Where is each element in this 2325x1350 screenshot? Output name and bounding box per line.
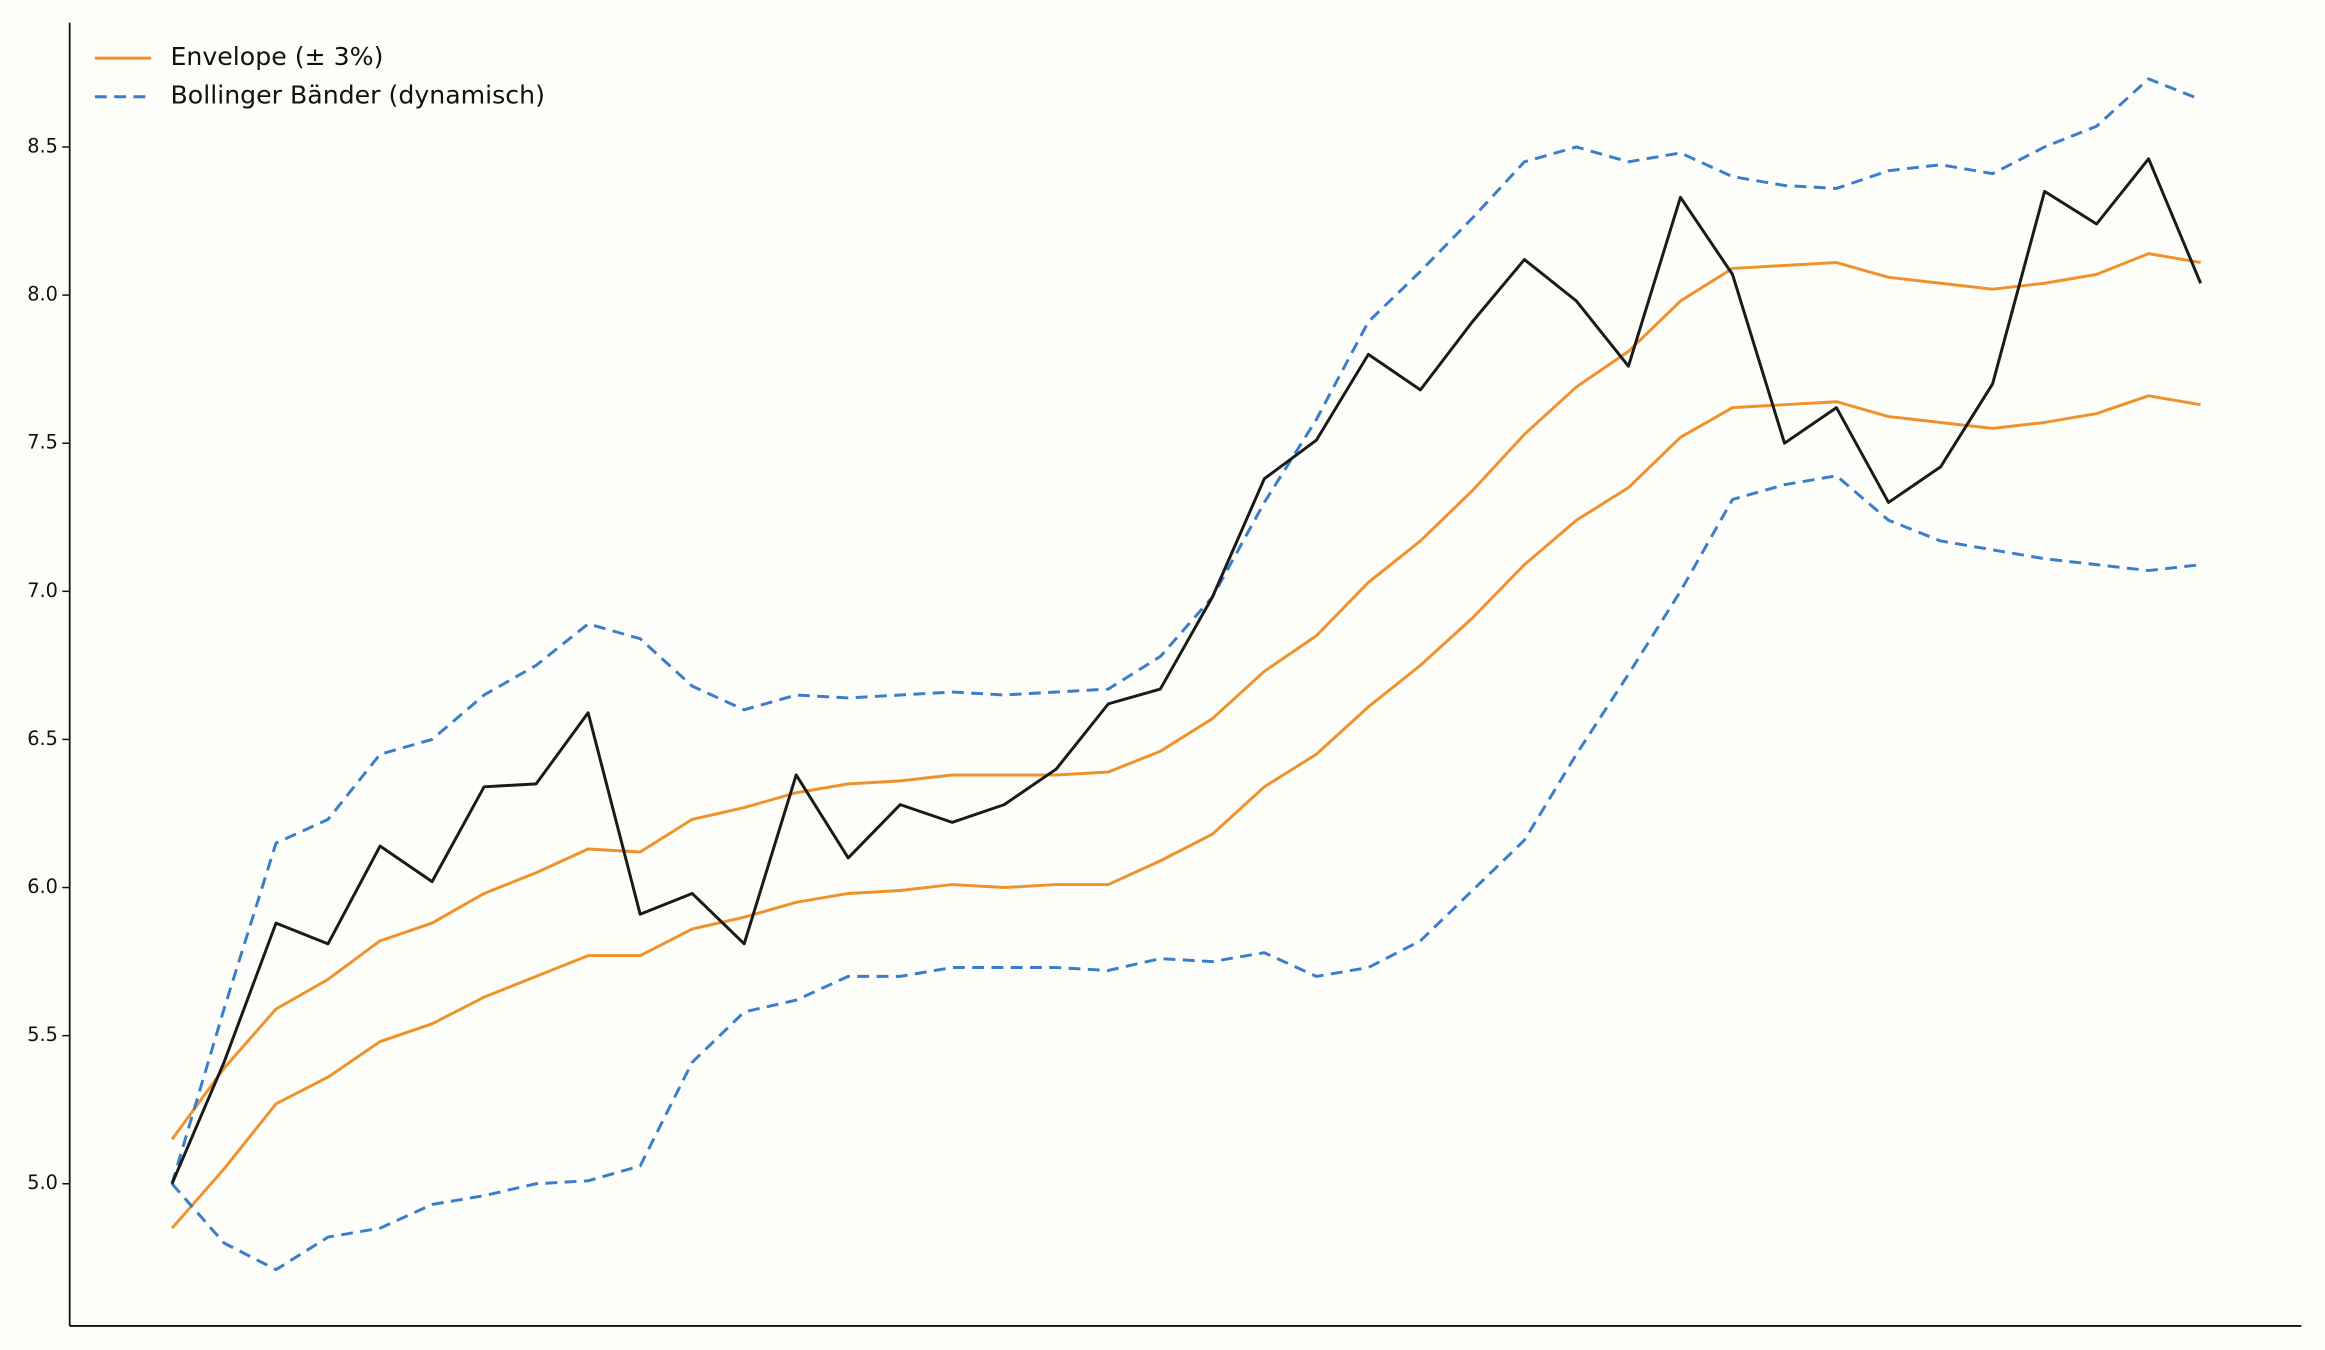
legend-label: Bollinger Bänder (dynamisch): [171, 81, 545, 110]
series-line: [170, 394, 2201, 1230]
y-tick-label: 8.5: [27, 134, 58, 157]
y-tick-label: 6.0: [27, 875, 58, 898]
y-tick-label: 8.0: [27, 283, 58, 306]
legend-label: Envelope (± 3%): [171, 42, 384, 71]
series-line: [170, 157, 2202, 1185]
series-line: [170, 252, 2201, 1141]
y-tick-label: 7.0: [27, 579, 58, 602]
series-line: [170, 77, 2202, 1185]
y-tick-label: 7.5: [27, 431, 58, 454]
series-line: [170, 474, 2201, 1272]
y-tick-label: 5.5: [27, 1023, 58, 1046]
y-tick-label: 6.5: [27, 727, 58, 750]
y-tick-label: 5.0: [27, 1171, 58, 1194]
